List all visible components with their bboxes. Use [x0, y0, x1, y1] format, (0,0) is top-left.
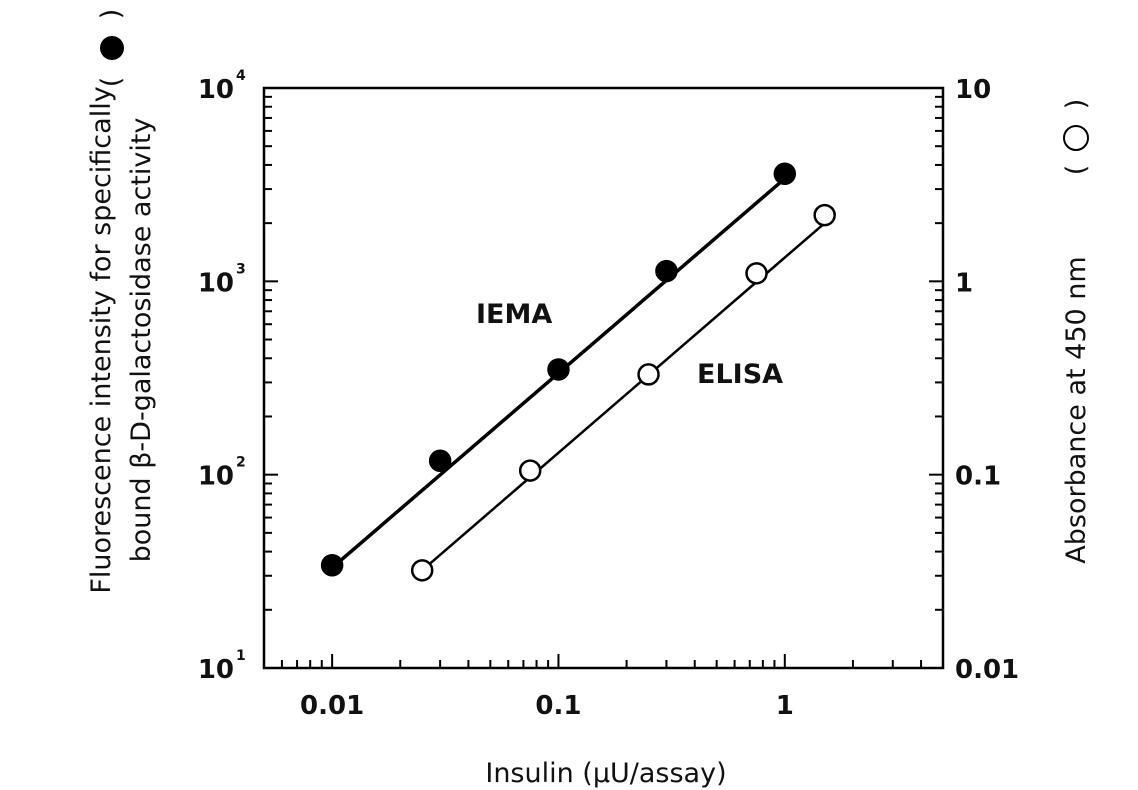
- elisa-point: [813, 203, 836, 227]
- y-left-tick-label: 10: [198, 75, 234, 105]
- y-left-tick-label: 10: [198, 268, 234, 298]
- y-left-tick-exponent: 2: [236, 455, 246, 471]
- svg-text:bound β-D-galactosidase activi: bound β-D-galactosidase activity: [126, 118, 157, 563]
- svg-text:): ): [96, 9, 127, 20]
- y-right-tick-label: 1: [955, 268, 973, 298]
- elisa-point: [410, 559, 434, 582]
- svg-text:): ): [1061, 99, 1092, 110]
- x-tick-label: 0.1: [535, 691, 581, 721]
- elisa-point: [637, 363, 660, 386]
- iema-series-label: IEMA: [476, 299, 552, 330]
- axis-ticks: [263, 87, 944, 669]
- iema-point: [655, 259, 678, 283]
- x-tick-label: 1: [776, 691, 794, 721]
- y-right-tick-label: 0.01: [955, 655, 1019, 685]
- y-left-tick-exponent: 3: [236, 261, 246, 277]
- y-left-tick-label: 10: [198, 655, 234, 685]
- x-axis-title: Insulin (µU/assay): [485, 758, 726, 789]
- svg-text:(: (: [96, 77, 127, 88]
- y-left-tick-exponent: 1: [236, 648, 246, 664]
- left-axis-title-line2: bound β-D-galactosidase activity: [126, 118, 157, 563]
- left-axis-title: Fluorescence intensity for specifically …: [86, 9, 157, 594]
- svg-text:Fluorescence intensity for spe: Fluorescence intensity for specifically: [86, 86, 117, 593]
- elisa-point: [745, 262, 768, 285]
- iema-point: [547, 358, 570, 381]
- y-right-tick-label: 10: [955, 75, 991, 105]
- right-axis-title: Absorbance at 450 nm ( ): [1061, 99, 1092, 564]
- left-axis-title-line1: Fluorescence intensity for specifically: [86, 86, 117, 593]
- y-left-tick-label: 10: [198, 462, 234, 492]
- open-circle-legend-icon: [1063, 125, 1089, 151]
- iema-point: [320, 553, 344, 577]
- filled-circle-legend-icon: [100, 36, 124, 60]
- right-axis-title-text: Absorbance at 450 nm: [1061, 256, 1092, 563]
- elisa-series-label: ELISA: [697, 359, 783, 390]
- iema-point: [428, 449, 452, 473]
- iema-point: [773, 162, 797, 186]
- y-right-tick-label: 0.1: [955, 462, 1001, 492]
- plot-frame: [262, 86, 945, 670]
- svg-text:(: (: [1061, 165, 1092, 176]
- y-left-tick-exponent: 4: [236, 68, 246, 84]
- elisa-point: [518, 459, 542, 482]
- x-tick-label: 0.01: [300, 691, 364, 721]
- series-points: [320, 162, 836, 582]
